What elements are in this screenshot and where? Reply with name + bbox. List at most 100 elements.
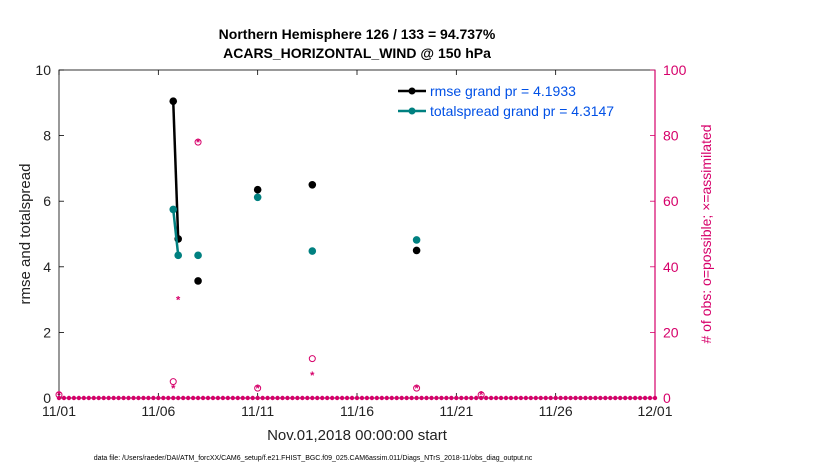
obs-zero-marker xyxy=(603,395,608,401)
obs-zero-marker xyxy=(76,395,82,401)
obs-assimilated-marker: * xyxy=(414,383,419,395)
spread-point xyxy=(412,236,421,244)
x-tick-label: 11/16 xyxy=(340,403,374,419)
obs-zero-marker xyxy=(146,395,151,401)
chart-title-line1: Northern Hemisphere 126 / 133 = 94.737% xyxy=(219,26,496,42)
obs-zero-marker xyxy=(141,395,146,401)
obs-zero-marker xyxy=(161,395,166,401)
obs-possible-marker xyxy=(413,384,421,392)
data-file-footer: data file: /Users/raeder/DAI/ATM_forcXX/… xyxy=(94,455,533,462)
obs-zero-marker xyxy=(344,395,350,401)
obs-possible-marker xyxy=(169,378,177,386)
obs-zero-marker xyxy=(185,395,191,401)
legend-spread-label: totalspread grand pr = 4.3147 xyxy=(430,103,614,119)
obs-zero-marker xyxy=(280,395,285,401)
obs-zero-marker xyxy=(374,395,380,401)
obs-zero-marker xyxy=(642,395,648,401)
obs-zero-marker xyxy=(339,395,345,401)
obs-zero-marker xyxy=(404,395,409,401)
x-tick-label: 12/01 xyxy=(637,403,672,419)
obs-count-markers: * * * * * * * * xyxy=(55,137,658,402)
obs-zero-marker xyxy=(598,395,603,401)
obs-zero-marker xyxy=(96,395,101,401)
legend-spread-marker xyxy=(408,107,416,115)
obs-zero-marker xyxy=(61,395,67,401)
obs-zero-marker xyxy=(195,395,201,401)
obs-zero-marker xyxy=(632,395,638,401)
obs-zero-marker xyxy=(558,395,563,401)
obs-zero-marker xyxy=(439,395,444,401)
obs-zero-marker xyxy=(613,395,618,401)
obs-assimilated-marker: * xyxy=(310,370,315,382)
legend-rmse-label: rmse grand pr = 4.1933 xyxy=(430,83,576,99)
obs-zero-marker xyxy=(205,395,211,401)
obs-zero-marker xyxy=(71,395,77,401)
right-y-tick-label: 20 xyxy=(663,324,679,340)
obs-zero-marker xyxy=(320,395,325,401)
spread-point xyxy=(253,193,262,202)
obs-zero-marker xyxy=(260,395,265,401)
obs-possible-marker xyxy=(254,384,262,392)
obs-zero-marker xyxy=(449,395,454,401)
obs-zero-marker xyxy=(623,395,628,401)
obs-assimilated-marker: * xyxy=(256,383,261,395)
obs-zero-marker xyxy=(409,395,414,401)
legend-rmse-marker xyxy=(408,87,416,95)
obs-possible-marker xyxy=(477,391,485,399)
obs-possible-marker xyxy=(194,138,202,146)
legend: rmse grand pr = 4.1933 totalspread grand… xyxy=(398,83,614,119)
obs-zero-marker xyxy=(255,395,260,401)
obs-zero-marker xyxy=(101,395,106,401)
obs-zero-marker xyxy=(593,395,598,401)
obs-assimilated-marker: * xyxy=(196,137,201,149)
obs-zero-marker xyxy=(265,395,270,401)
obs-zero-marker xyxy=(384,395,389,401)
right-y-tick-label: 40 xyxy=(663,259,679,275)
obs-zero-marker xyxy=(349,395,355,401)
obs-zero-marker xyxy=(414,395,419,401)
obs-zero-marker xyxy=(637,395,643,401)
obs-zero-marker xyxy=(523,395,529,401)
spread-point xyxy=(174,251,182,260)
obs-zero-marker xyxy=(225,395,231,401)
obs-zero-marker xyxy=(583,395,588,401)
obs-zero-marker xyxy=(290,395,295,401)
right-y-axis: 0 20 40 60 80 100 xyxy=(650,62,687,406)
series-markers xyxy=(169,97,421,285)
rmse-point xyxy=(194,277,202,285)
obs-zero-marker xyxy=(483,395,489,401)
obs-zero-marker xyxy=(488,395,494,401)
obs-zero-marker xyxy=(434,395,439,401)
obs-zero-marker xyxy=(503,395,509,401)
chart-title-line2: ACARS_HORIZONTAL_WIND @ 150 hPa xyxy=(223,45,491,61)
obs-zero-marker xyxy=(543,395,548,401)
obs-zero-marker xyxy=(315,395,320,401)
obs-zero-marker xyxy=(419,395,424,401)
obs-zero-marker xyxy=(548,395,553,401)
obs-zero-marker xyxy=(176,395,181,401)
obs-zero-marker xyxy=(325,395,330,401)
obs-assimilated-marker: * xyxy=(176,295,181,307)
obs-zero-marker xyxy=(513,395,519,401)
left-y-tick-label: 2 xyxy=(43,324,51,340)
obs-zero-marker xyxy=(305,395,310,401)
rmse-point xyxy=(412,246,421,255)
right-y-tick-label: 100 xyxy=(663,62,687,78)
obs-zero-marker xyxy=(444,395,449,401)
obs-zero-marker xyxy=(399,395,404,401)
obs-zero-marker xyxy=(578,395,583,401)
obs-zero-marker xyxy=(379,395,385,401)
obs-zero-marker xyxy=(334,395,340,401)
obs-zero-marker xyxy=(270,395,275,401)
obs-zero-marker xyxy=(180,395,186,401)
obs-zero-marker xyxy=(300,395,305,401)
obs-zero-marker xyxy=(474,395,479,401)
obs-zero-marker xyxy=(553,395,558,401)
obs-zero-marker xyxy=(81,395,87,401)
rmse-point xyxy=(169,97,178,105)
obs-zero-marker xyxy=(518,395,524,401)
x-tick-label: 11/11 xyxy=(241,403,274,419)
x-tick-label: 11/21 xyxy=(439,403,473,419)
obs-zero-marker xyxy=(493,395,499,401)
obs-zero-marker xyxy=(156,395,161,401)
